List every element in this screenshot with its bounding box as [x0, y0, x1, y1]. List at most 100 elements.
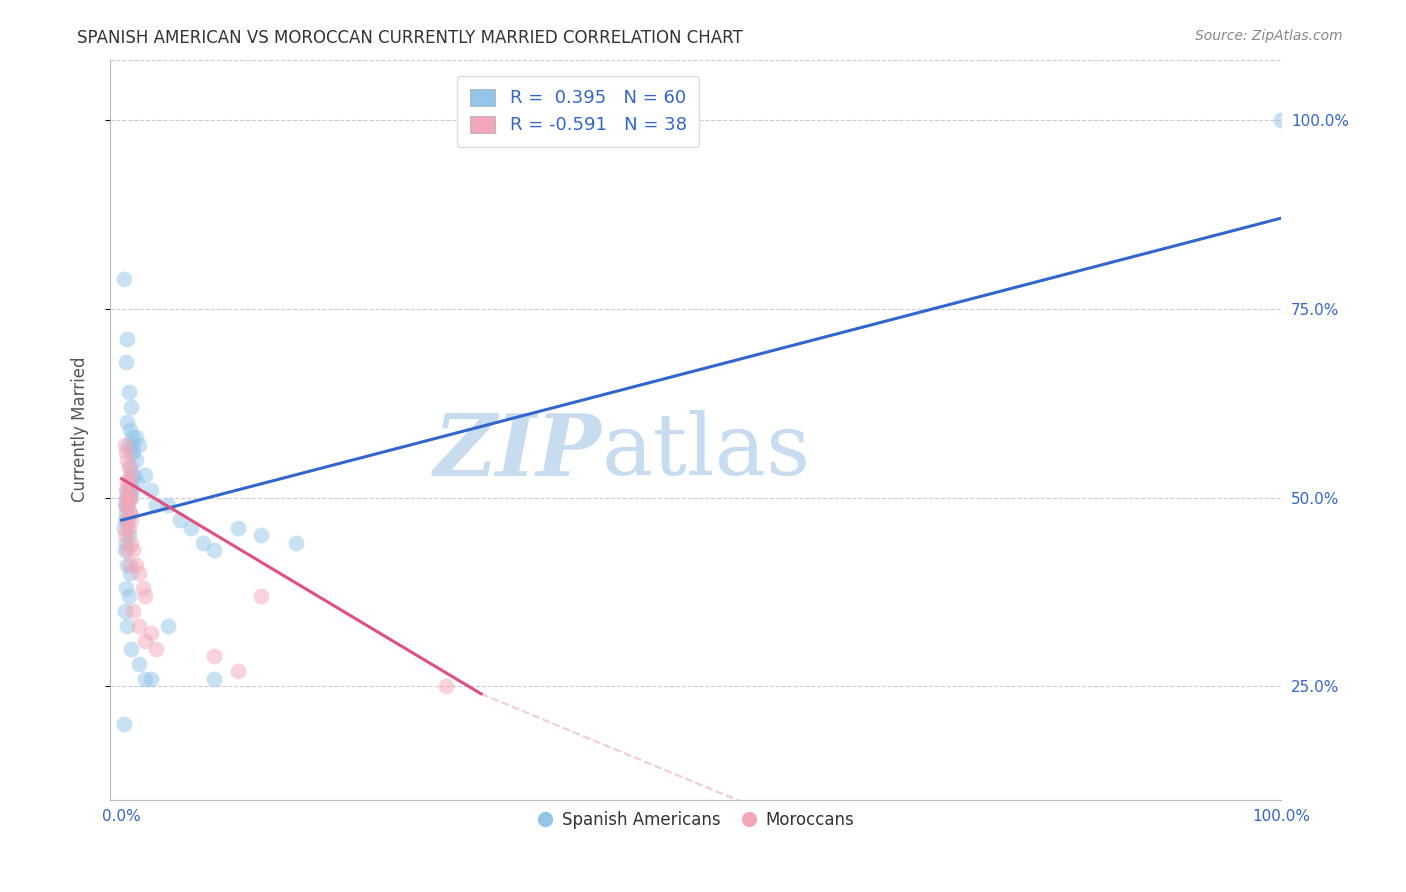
- Point: [114, 543, 136, 558]
- Point: [139, 483, 162, 497]
- Point: [180, 521, 202, 535]
- Point: [114, 513, 136, 527]
- Text: SPANISH AMERICAN VS MOROCCAN CURRENTLY MARRIED CORRELATION CHART: SPANISH AMERICAN VS MOROCCAN CURRENTLY M…: [77, 29, 744, 46]
- Point: [115, 498, 138, 512]
- Point: [120, 491, 142, 505]
- Point: [118, 467, 141, 482]
- Point: [134, 467, 156, 482]
- Point: [120, 400, 142, 414]
- Point: [117, 513, 139, 527]
- Point: [112, 521, 135, 535]
- Point: [134, 589, 156, 603]
- Point: [117, 483, 139, 497]
- Point: [120, 641, 142, 656]
- Point: [128, 566, 150, 580]
- Point: [117, 498, 139, 512]
- Point: [115, 354, 138, 368]
- Text: atlas: atlas: [602, 410, 811, 493]
- Point: [118, 460, 141, 475]
- Point: [118, 423, 141, 437]
- Point: [118, 491, 141, 505]
- Point: [226, 664, 249, 678]
- Point: [124, 558, 146, 573]
- Point: [434, 679, 457, 693]
- Point: [145, 498, 167, 512]
- Point: [249, 528, 271, 542]
- Point: [118, 506, 141, 520]
- Point: [117, 491, 139, 505]
- Point: [115, 536, 138, 550]
- Point: [117, 437, 139, 451]
- Point: [169, 513, 191, 527]
- Point: [118, 558, 141, 573]
- Point: [117, 415, 139, 429]
- Point: [204, 543, 226, 558]
- Legend: Spanish Americans, Moroccans: Spanish Americans, Moroccans: [530, 805, 860, 836]
- Point: [117, 513, 139, 527]
- Point: [128, 657, 150, 671]
- Point: [120, 513, 142, 527]
- Point: [117, 543, 139, 558]
- Point: [121, 467, 143, 482]
- Point: [117, 528, 139, 542]
- Point: [117, 384, 139, 399]
- Point: [124, 467, 146, 482]
- Point: [118, 483, 141, 497]
- Text: Source: ZipAtlas.com: Source: ZipAtlas.com: [1195, 29, 1343, 43]
- Point: [117, 460, 139, 475]
- Point: [122, 543, 145, 558]
- Point: [122, 437, 145, 451]
- Point: [114, 437, 136, 451]
- Point: [117, 332, 139, 346]
- Point: [112, 717, 135, 731]
- Point: [134, 672, 156, 686]
- Point: [122, 604, 145, 618]
- Point: [124, 430, 146, 444]
- Point: [124, 452, 146, 467]
- Point: [117, 491, 139, 505]
- Text: ZIP: ZIP: [434, 410, 602, 493]
- Point: [145, 641, 167, 656]
- Point: [117, 558, 139, 573]
- Point: [118, 566, 141, 580]
- Point: [122, 445, 145, 459]
- Point: [128, 437, 150, 451]
- Point: [117, 589, 139, 603]
- Point: [191, 536, 214, 550]
- Point: [115, 491, 138, 505]
- Point: [120, 445, 142, 459]
- Point: [117, 475, 139, 490]
- Point: [117, 475, 139, 490]
- Point: [115, 506, 138, 520]
- Point: [128, 619, 150, 633]
- Point: [114, 498, 136, 512]
- Point: [204, 649, 226, 664]
- Point: [117, 491, 139, 505]
- Point: [139, 626, 162, 640]
- Point: [117, 498, 139, 512]
- Point: [120, 536, 142, 550]
- Point: [120, 475, 142, 490]
- Point: [115, 581, 138, 595]
- Point: [226, 521, 249, 535]
- Point: [121, 430, 143, 444]
- Point: [139, 672, 162, 686]
- Point: [121, 483, 143, 497]
- Point: [284, 536, 307, 550]
- Point: [118, 506, 141, 520]
- Point: [204, 672, 226, 686]
- Point: [115, 483, 138, 497]
- Point: [157, 619, 180, 633]
- Point: [117, 619, 139, 633]
- Point: [114, 604, 136, 618]
- Y-axis label: Currently Married: Currently Married: [72, 357, 89, 502]
- Point: [114, 528, 136, 542]
- Point: [112, 271, 135, 285]
- Point: [157, 498, 180, 512]
- Point: [117, 521, 139, 535]
- Point: [249, 589, 271, 603]
- Point: [131, 581, 153, 595]
- Point: [118, 483, 141, 497]
- Point: [125, 475, 148, 490]
- Point: [134, 634, 156, 648]
